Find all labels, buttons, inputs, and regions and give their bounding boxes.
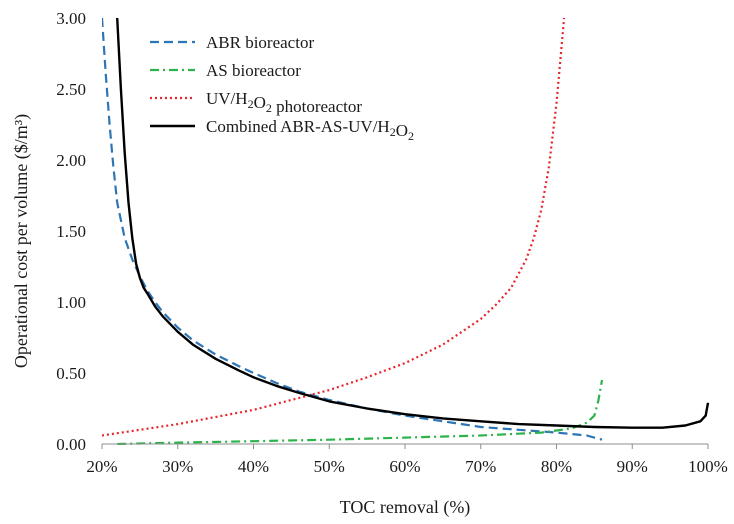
x-tick-label: 70% xyxy=(465,457,496,476)
y-tick-label: 2.50 xyxy=(56,80,86,99)
x-axis-title: TOC removal (%) xyxy=(340,497,471,518)
x-tick-label: 90% xyxy=(617,457,648,476)
series-line-4 xyxy=(116,17,710,429)
legend-label-1: ABR bioreactor xyxy=(206,33,314,52)
x-tick-label: 50% xyxy=(314,457,345,476)
y-tick-label: 0.50 xyxy=(56,364,86,383)
axes-layer: 20% 30% 40% 50% 60% 70% 80% 90% 100% 0.00 0.50 1.00… xyxy=(56,9,728,476)
legend-label-3: UV/H2O2 photoreactor xyxy=(206,89,362,116)
x-tick-label: 20% xyxy=(86,457,117,476)
legend: ABR bioreactor AS bioreactor UV/H2O2 photo… xyxy=(150,33,414,143)
y-tick-label: 3.00 xyxy=(56,9,86,28)
legend-label-4: Combined ABR-AS-UV/H2O2 xyxy=(206,117,414,143)
y-tick-label: 2.00 xyxy=(56,151,86,170)
series-line-2 xyxy=(117,379,604,445)
x-tick-label: 80% xyxy=(541,457,572,476)
y-axis-title: Operational cost per volume ($/m³) xyxy=(11,114,32,368)
y-tick-label: 1.50 xyxy=(56,222,86,241)
series-line-1 xyxy=(102,17,603,441)
x-tick-label: 40% xyxy=(238,457,269,476)
x-tick-label: 60% xyxy=(389,457,420,476)
series-layer xyxy=(102,17,710,445)
x-tick-label: 30% xyxy=(162,457,193,476)
y-tick-label: 0.00 xyxy=(56,435,86,454)
x-tick-label: 100% xyxy=(688,457,728,476)
series-line-3 xyxy=(102,17,566,437)
y-tick-label: 1.00 xyxy=(56,293,86,312)
legend-label-2: AS bioreactor xyxy=(206,61,301,80)
